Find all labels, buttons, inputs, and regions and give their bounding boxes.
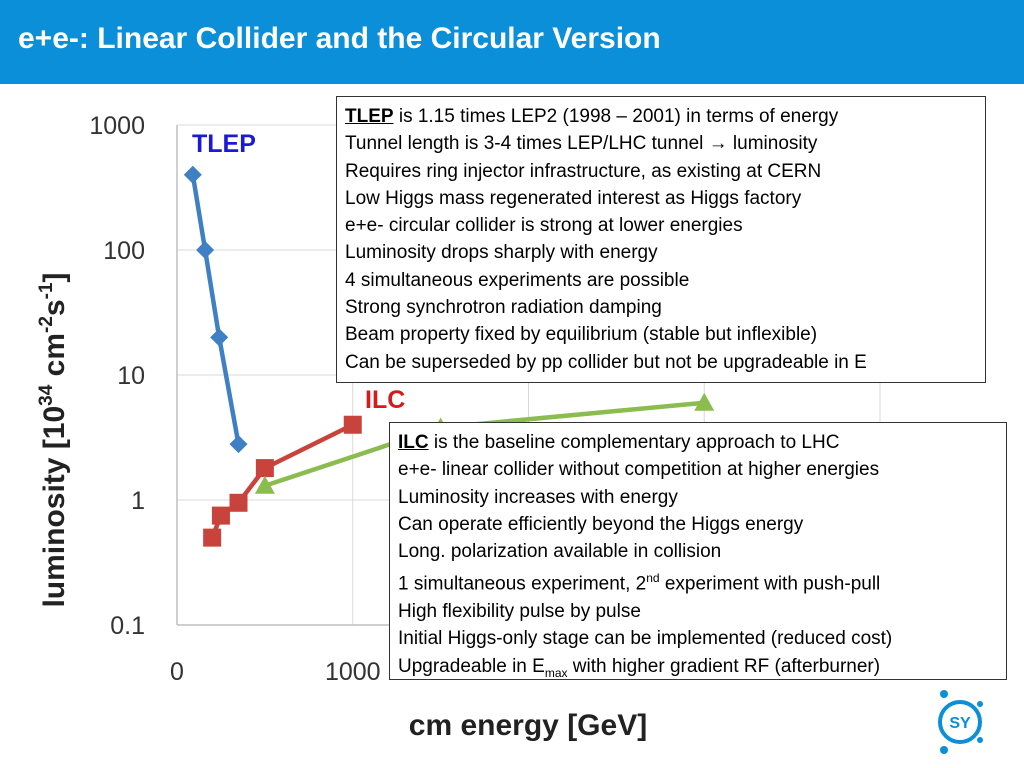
- ilc-sim-sup: nd: [646, 571, 660, 586]
- arrow-right-icon: →: [708, 133, 728, 155]
- ilc-point: [211, 506, 230, 525]
- tlep-line: Beam property fixed by equilibrium (stab…: [345, 324, 818, 346]
- tlep-info-box: TLEP is 1.15 times LEP2 (1998 – 2001) in…: [336, 96, 986, 383]
- y-axis-title: luminosity [1034 cm-2s-1]: [36, 272, 71, 607]
- ilc-info-box: ILC is the baseline complementary approa…: [389, 422, 1007, 680]
- tlep-point: [229, 435, 248, 454]
- ilc-line-1: ILC is the baseline complementary approa…: [398, 429, 998, 456]
- y-axis-title-part: luminosity [10: [38, 406, 71, 608]
- tlep-line-1-text: is 1.15 times LEP2 (1998 – 2001) in term…: [393, 106, 839, 127]
- ilc-line-1-text: is the baseline complementary approach t…: [428, 432, 840, 453]
- tlep-line-2-text: Tunnel length is 3-4 times LEP/LHC tunne…: [345, 133, 709, 155]
- tlep-line-2: Tunnel length is 3-4 times LEP/LHC tunne…: [345, 130, 977, 157]
- ilc-upg-tail: with higher gradient RF (afterburner): [567, 655, 881, 677]
- ilc-line: e+e- linear collider without competition…: [398, 459, 880, 481]
- tlep-point: [210, 328, 229, 347]
- ilc-line-sim: 1 simultaneous experiment, 2nd experimen…: [398, 565, 998, 598]
- ilc-point: [229, 493, 248, 512]
- tlep-line: Luminosity drops sharply with energy: [345, 242, 658, 264]
- ilc-sim-text: 1 simultaneous experiment, 2: [398, 573, 647, 595]
- ilc-line: Can operate efficiently beyond the Higgs…: [398, 513, 804, 535]
- ilc-lead: ILC: [398, 432, 429, 453]
- ilc-line: High flexibility pulse by pulse: [398, 601, 641, 623]
- ilc-series-label: ILC: [365, 386, 405, 414]
- tlep-line-1: TLEP is 1.15 times LEP2 (1998 – 2001) in…: [345, 103, 977, 130]
- y-tick-label: 1000: [89, 112, 145, 140]
- circular-point: [694, 392, 715, 411]
- x-axis-title: cm energy [GeV]: [409, 709, 647, 742]
- tlep-point: [196, 241, 215, 259]
- ilc-line: Initial Higgs-only stage can be implemen…: [398, 628, 893, 650]
- tlep-point: [183, 165, 202, 184]
- x-tick-label: 1000: [325, 658, 381, 686]
- y-tick-label: 10: [117, 362, 145, 390]
- chart-series: [183, 165, 715, 547]
- y-tick-label: 1: [131, 487, 145, 515]
- title-bar: e+e-: Linear Collider and the Circular V…: [0, 0, 1024, 84]
- circular-point: [254, 475, 275, 494]
- chart-labels: TLEP ILC: [192, 130, 405, 414]
- y-axis-title-part: cm: [38, 333, 71, 385]
- tlep-line: Low Higgs mass regenerated interest as H…: [345, 187, 802, 209]
- ilc-line: Luminosity increases with energy: [398, 486, 678, 508]
- y-axis-title-sup: -2: [36, 316, 57, 333]
- logo-text: SY: [949, 715, 971, 732]
- desy-logo-icon: SY: [938, 690, 983, 754]
- ilc-point: [203, 528, 222, 547]
- x-tick-label: 0: [170, 658, 184, 686]
- tlep-line: Requires ring injector infrastructure, a…: [345, 160, 822, 182]
- y-tick-label: 0.1: [110, 612, 145, 640]
- y-axis-title-part: ]: [38, 272, 71, 282]
- chart-axes: 0.1110100100001000200030004000cm energy …: [36, 112, 908, 742]
- y-axis-title-sup: -1: [36, 282, 57, 299]
- tlep-line: Strong synchrotron radiation damping: [345, 297, 662, 319]
- series-line-1: [190, 174, 241, 445]
- ilc-line-upg: Upgradeable in Emax with higher gradient…: [398, 653, 998, 687]
- tlep-line: 4 simultaneous experiments are possible: [345, 269, 690, 291]
- y-axis-title-sup: 34: [36, 384, 57, 406]
- y-tick-label: 100: [103, 237, 145, 265]
- y-axis-title-part: s: [38, 299, 71, 316]
- ilc-sim-tail: experiment with push-pull: [659, 573, 881, 595]
- tlep-line-2-tail: luminosity: [727, 133, 818, 155]
- ilc-point: [343, 415, 362, 434]
- ilc-upg-sub: max: [544, 665, 568, 680]
- tlep-line: e+e- circular collider is strong at lowe…: [345, 215, 743, 237]
- tlep-line: Can be superseded by pp collider but not…: [345, 351, 867, 373]
- ilc-point: [255, 459, 274, 478]
- ilc-line: Long. polarization available in collisio…: [398, 541, 722, 563]
- slide-title: e+e-: Linear Collider and the Circular V…: [18, 22, 661, 55]
- ilc-upg-text: Upgradeable in E: [398, 655, 545, 677]
- tlep-series-label: TLEP: [192, 130, 256, 158]
- tlep-lead: TLEP: [345, 106, 394, 127]
